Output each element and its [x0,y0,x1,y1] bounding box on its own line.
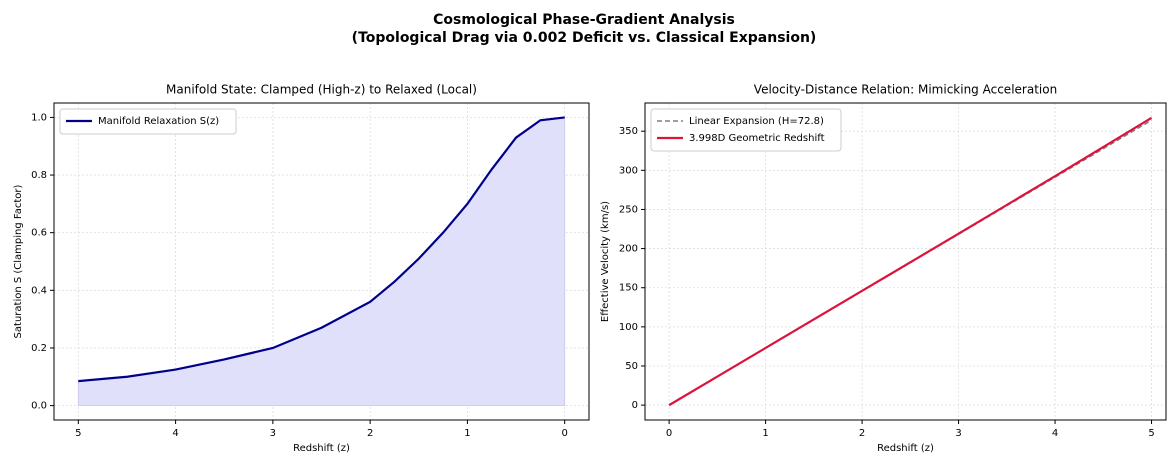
x-tick-label: 2 [367,428,373,439]
x-tick-label: 5 [1148,428,1154,439]
y-tick-label: 200 [619,244,638,255]
x-tick-label: 3 [955,428,961,439]
y-tick-label: 0 [632,400,638,411]
x-tick-label: 0 [666,428,672,439]
legend-label: Linear Expansion (H=72.8) [689,116,824,127]
legend-box [650,108,842,152]
legend-box [59,108,237,135]
y-axis-label: Saturation S (Clamping Factor) [13,184,24,338]
y-tick-label: 100 [619,322,638,333]
legend-label: 3.998D Geometric Redshift [689,133,825,144]
y-tick-label: 300 [619,165,638,176]
y-tick-label: 0.4 [31,285,47,296]
y-tick-label: 0.0 [31,401,47,412]
line [78,116,565,383]
x-tick-label: 4 [172,428,178,439]
x-tick-label: 1 [464,428,470,439]
x-tick-label: 3 [270,428,276,439]
y-axis-label: Effective Velocity (km/s) [600,201,611,322]
x-tick-label: 5 [75,428,81,439]
plot-frame [644,102,1167,421]
plot-frame [53,102,590,421]
y-tick-label: 150 [619,283,638,294]
y-tick-label: 0.8 [31,170,47,181]
x-axis-label: Redshift (z) [293,443,350,453]
y-tick-label: 50 [625,361,638,372]
x-axis-label: Redshift (z) [877,443,934,453]
x-tick-label: 4 [1052,428,1058,439]
x-tick-label: 1 [762,428,768,439]
figure-subtitle: (Topological Drag via 0.002 Deficit vs. … [352,30,817,46]
y-tick-label: 1.0 [31,112,47,123]
y-tick-label: 0.6 [31,228,47,239]
x-tick-label: 2 [859,428,865,439]
legend-label: Manifold Relaxation S(z) [98,116,219,127]
line [668,116,1153,407]
area-fill [77,116,566,406]
y-tick-label: 250 [619,204,638,215]
subplot-title: Velocity-Distance Relation: Mimicking Ac… [754,83,1057,97]
y-tick-label: 350 [619,126,638,137]
subplot-title: Manifold State: Clamped (High-z) to Rela… [166,83,477,97]
figure-title: Cosmological Phase-Gradient Analysis [433,12,735,28]
y-tick-label: 0.2 [31,343,47,354]
x-tick-label: 0 [561,428,567,439]
